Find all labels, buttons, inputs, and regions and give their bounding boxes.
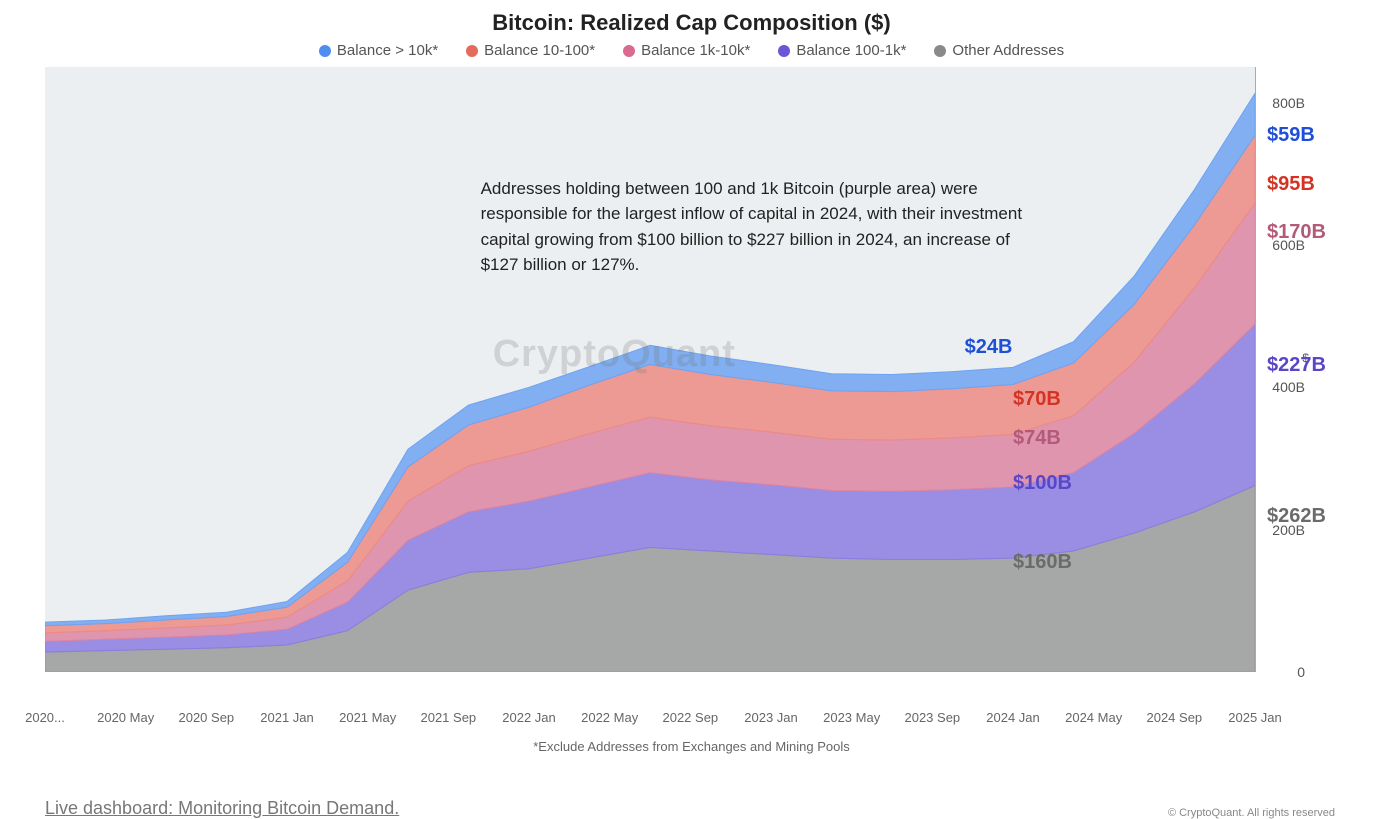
x-tick-label: 2022 Sep <box>662 710 718 725</box>
x-tick-label: 2020 Sep <box>178 710 234 725</box>
mid-label: $160B <box>1013 551 1072 574</box>
end-label: $59B <box>1267 124 1315 147</box>
x-tick-label: 2021 Jan <box>260 710 314 725</box>
legend-label: Balance > 10k* <box>337 42 438 59</box>
chart-title: Bitcoin: Realized Cap Composition ($) <box>0 10 1383 36</box>
x-tick-label: 2024 Sep <box>1146 710 1202 725</box>
legend-label: Balance 100-1k* <box>796 42 906 59</box>
y-tick-label: 800B <box>1272 95 1305 111</box>
mid-label: $24B <box>965 336 1013 359</box>
x-tick-label: 2020 May <box>97 710 154 725</box>
x-tick-label: 2024 May <box>1065 710 1122 725</box>
legend-dot <box>934 45 946 57</box>
legend-dot <box>466 45 478 57</box>
legend-dot <box>778 45 790 57</box>
x-axis: 2020...2020 May2020 Sep2021 Jan2021 May2… <box>45 710 1255 728</box>
y-axis-line <box>1255 67 1256 672</box>
end-label: $170B <box>1267 221 1326 244</box>
end-label: $262B <box>1267 505 1326 528</box>
end-label: $95B <box>1267 173 1315 196</box>
legend-item[interactable]: Other Addresses <box>934 42 1064 59</box>
legend-label: Other Addresses <box>952 42 1064 59</box>
x-tick-label: 2023 Jan <box>744 710 798 725</box>
legend-item[interactable]: Balance 10-100* <box>466 42 595 59</box>
legend-label: Balance 10-100* <box>484 42 595 59</box>
x-tick-label: 2023 Sep <box>904 710 960 725</box>
legend-item[interactable]: Balance > 10k* <box>319 42 438 59</box>
x-tick-label: 2021 May <box>339 710 396 725</box>
y-tick-label: 0 <box>1297 664 1305 680</box>
x-tick-label: 2021 Sep <box>420 710 476 725</box>
legend-item[interactable]: Balance 100-1k* <box>778 42 906 59</box>
legend-dot <box>623 45 635 57</box>
mid-label: $70B <box>1013 388 1061 411</box>
stacked-area-svg <box>45 67 1255 672</box>
legend-label: Balance 1k-10k* <box>641 42 750 59</box>
x-tick-label: 2022 Jan <box>502 710 556 725</box>
chart-container: Bitcoin: Realized Cap Composition ($) Ba… <box>0 10 1383 819</box>
copyright: © CryptoQuant. All rights reserved <box>1168 807 1335 819</box>
x-tick-label: 2023 May <box>823 710 880 725</box>
x-tick-label: 2024 Jan <box>986 710 1040 725</box>
plot-area: Addresses holding between 100 and 1k Bit… <box>45 67 1255 672</box>
mid-label: $74B <box>1013 427 1061 450</box>
legend-item[interactable]: Balance 1k-10k* <box>623 42 750 59</box>
mid-label: $100B <box>1013 472 1072 495</box>
x-tick-label: 2025 Jan <box>1228 710 1282 725</box>
live-dashboard-link[interactable]: Live dashboard: Monitoring Bitcoin Deman… <box>45 798 399 819</box>
annotation-text: Addresses holding between 100 and 1k Bit… <box>481 176 1031 278</box>
footnote: *Exclude Addresses from Exchanges and Mi… <box>0 739 1383 754</box>
legend: Balance > 10k* Balance 10-100* Balance 1k-… <box>0 42 1383 59</box>
x-tick-label: 2022 May <box>581 710 638 725</box>
y-tick-label: 400B <box>1272 379 1305 395</box>
x-tick-label: 2020... <box>25 710 65 725</box>
end-label: $227B <box>1267 354 1326 377</box>
legend-dot <box>319 45 331 57</box>
